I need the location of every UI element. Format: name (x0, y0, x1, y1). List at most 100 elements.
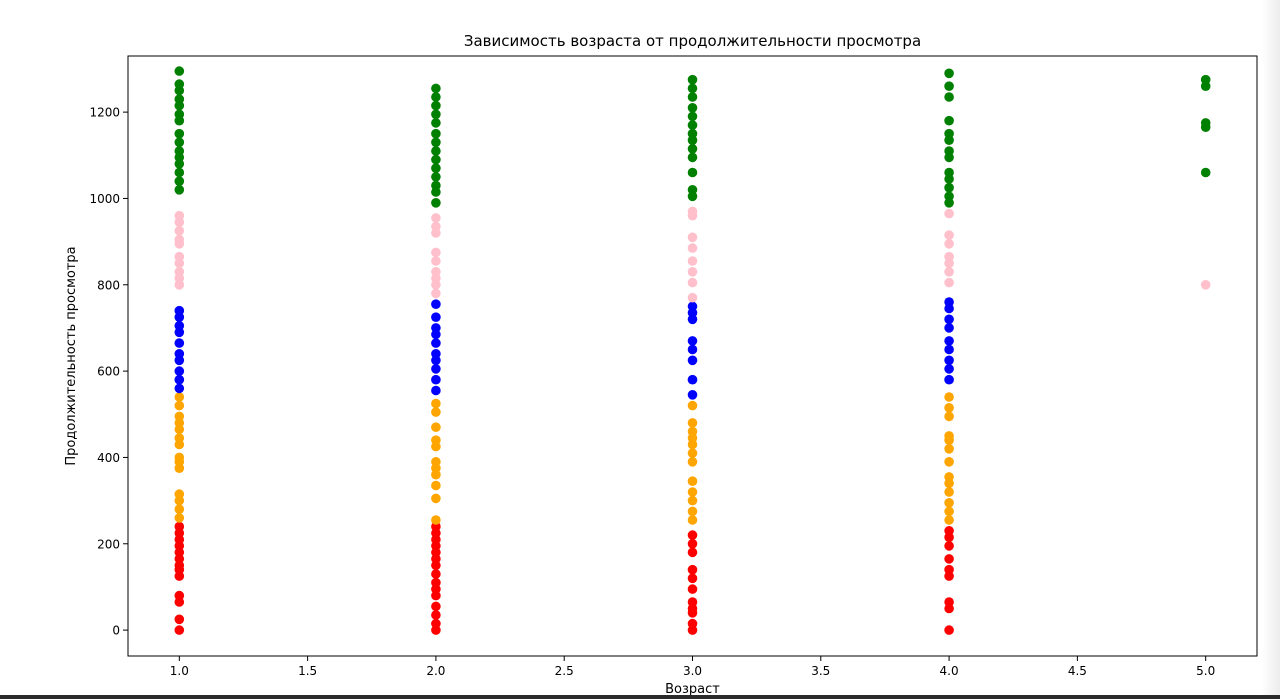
y-tick-label: 0 (112, 624, 120, 638)
x-tick-label: 4.0 (940, 664, 959, 678)
y-tick-label: 200 (97, 537, 120, 551)
data-point (1200, 167, 1211, 178)
data-point (174, 251, 185, 262)
data-point (687, 618, 698, 629)
y-axis-label: Продолжительность просмотра (64, 246, 79, 465)
y-tick-label: 400 (97, 451, 120, 465)
window-bottom-border (0, 695, 1280, 699)
data-point (174, 452, 185, 463)
x-tick-label: 2.0 (426, 664, 445, 678)
chart-title: Зависимость возраста от продолжительност… (464, 32, 921, 50)
data-point (944, 392, 954, 402)
data-point (174, 226, 185, 236)
data-point (431, 577, 441, 588)
data-point (687, 457, 698, 467)
x-axis-label: Возраст (665, 682, 720, 695)
data-point (431, 146, 441, 156)
data-point (431, 385, 441, 396)
data-point (174, 489, 185, 499)
data-point (174, 374, 185, 385)
data-point (687, 103, 698, 113)
data-point (944, 81, 954, 91)
data-point (944, 146, 954, 156)
x-tick-label: 1.0 (170, 664, 189, 678)
data-point (431, 109, 441, 120)
data-point (431, 198, 441, 208)
y-axis: 0 200 400 600 800 1000 1200 (89, 106, 128, 638)
x-axis: 1.0 1.5 2.0 2.5 3.0 3.5 4.0 4.5 5.0 (170, 656, 1215, 678)
data-point (944, 515, 954, 525)
data-point (174, 128, 185, 139)
data-point (174, 267, 185, 277)
data-point (944, 597, 954, 607)
data-point (687, 448, 698, 458)
data-point (944, 230, 954, 240)
y-tick-label: 1200 (89, 106, 120, 120)
data-point (687, 355, 698, 366)
data-point (944, 115, 954, 126)
data-point (944, 625, 954, 635)
y-tick-label: 600 (97, 365, 120, 379)
data-point (174, 146, 185, 156)
x-tick-label: 3.5 (811, 664, 830, 678)
data-point (431, 493, 441, 504)
data-point (431, 435, 441, 446)
data-point (687, 426, 698, 437)
data-point (687, 292, 698, 303)
data-point (1200, 74, 1211, 85)
data-point (431, 267, 441, 277)
data-point (944, 191, 954, 202)
data-point (687, 144, 698, 154)
x-tick-label: 5.0 (1196, 664, 1215, 678)
data-point (687, 564, 698, 575)
data-point (431, 480, 441, 491)
data-point (431, 569, 441, 579)
data-point (431, 407, 441, 417)
data-point (431, 172, 441, 182)
data-point (431, 374, 441, 385)
data-point (1200, 118, 1211, 128)
data-point (174, 400, 185, 411)
data-point (944, 526, 954, 536)
data-point (687, 185, 698, 195)
data-point (944, 277, 954, 288)
data-point (687, 487, 698, 497)
data-point (431, 256, 441, 266)
data-point (174, 411, 185, 422)
data-point (431, 364, 441, 374)
data-point (687, 418, 698, 428)
data-point (944, 297, 954, 307)
data-point (431, 422, 441, 433)
data-point (431, 338, 441, 348)
data-point (174, 392, 185, 402)
data-point (944, 364, 954, 374)
data-point (687, 336, 698, 346)
data-point (687, 74, 698, 85)
data-point (174, 79, 185, 89)
data-point (944, 336, 954, 346)
data-point (431, 398, 441, 409)
data-point (174, 137, 185, 148)
data-point (687, 243, 698, 253)
data-point (944, 411, 954, 422)
data-point (174, 521, 185, 532)
data-point (174, 210, 185, 221)
data-point (174, 109, 185, 120)
data-point (431, 618, 441, 629)
data-point (431, 213, 441, 223)
data-point (944, 431, 954, 441)
data-point (944, 208, 954, 219)
x-tick-label: 4.5 (1068, 664, 1087, 678)
data-point (944, 267, 954, 277)
data-point (174, 625, 185, 635)
data-point (431, 128, 441, 139)
data-point (174, 504, 185, 514)
data-point (431, 100, 441, 111)
data-point (687, 506, 698, 517)
data-point (174, 349, 185, 359)
data-point (431, 457, 441, 467)
data-point (174, 176, 185, 186)
data-point (944, 487, 954, 497)
data-point (687, 539, 698, 549)
data-point (944, 498, 954, 508)
